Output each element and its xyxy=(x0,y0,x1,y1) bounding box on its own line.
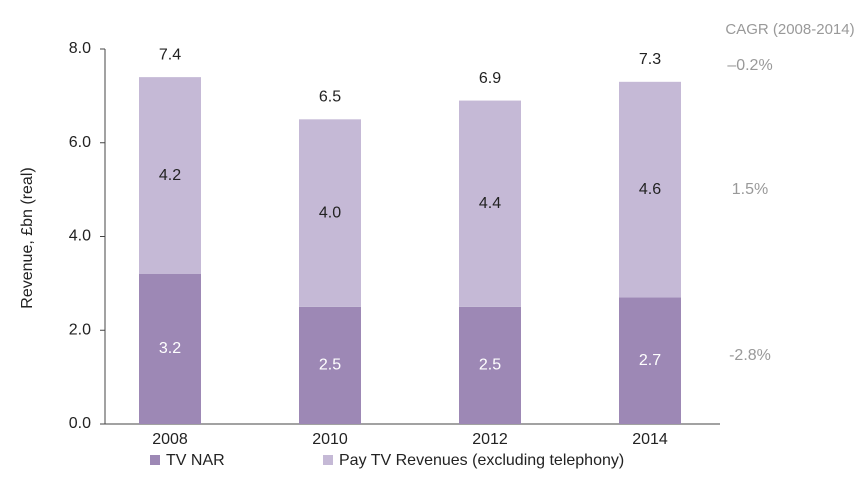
bar-segment xyxy=(619,297,681,424)
data-label: 4.6 xyxy=(639,181,661,198)
cagr-title: CAGR (2008-2014) xyxy=(725,21,854,38)
data-label: 3.2 xyxy=(159,340,181,357)
legend-label: TV NAR xyxy=(166,452,225,469)
total-label: 6.9 xyxy=(479,70,501,87)
bar-segment xyxy=(299,306,361,424)
bar-segment xyxy=(139,77,201,274)
bar-segment xyxy=(299,119,361,307)
cagr-value: -2.8% xyxy=(729,347,771,364)
bar-segment xyxy=(459,306,521,424)
data-label: 4.2 xyxy=(159,167,181,184)
bar-segment xyxy=(139,274,201,424)
total-label: 6.5 xyxy=(319,89,341,106)
legend-swatch xyxy=(323,455,333,465)
x-tick-label: 2010 xyxy=(312,431,348,448)
y-tick-label: 4.0 xyxy=(69,228,91,245)
legend-swatch xyxy=(150,455,160,465)
y-tick-label: 2.0 xyxy=(69,321,91,338)
y-axis-label: Revenue, £bn (real) xyxy=(19,167,36,308)
cagr-value: 1.5% xyxy=(732,181,768,198)
data-label: 4.4 xyxy=(479,195,501,212)
data-label: 2.7 xyxy=(639,352,661,369)
bar-segment xyxy=(619,81,681,298)
total-label: 7.3 xyxy=(639,51,661,68)
total-label: 7.4 xyxy=(159,46,181,63)
data-label: 4.0 xyxy=(319,204,341,221)
legend-label: Pay TV Revenues (excluding telephony) xyxy=(339,452,624,469)
data-label: 2.5 xyxy=(319,357,341,374)
y-tick-label: 6.0 xyxy=(69,134,91,151)
y-tick-label: 8.0 xyxy=(69,40,91,57)
x-tick-label: 2008 xyxy=(152,431,188,448)
x-tick-label: 2012 xyxy=(472,431,508,448)
bar-segment xyxy=(459,100,521,307)
cagr-value: –0.2% xyxy=(727,57,772,74)
x-tick-label: 2014 xyxy=(632,431,668,448)
data-label: 2.5 xyxy=(479,357,501,374)
y-tick-label: 0.0 xyxy=(69,415,91,432)
